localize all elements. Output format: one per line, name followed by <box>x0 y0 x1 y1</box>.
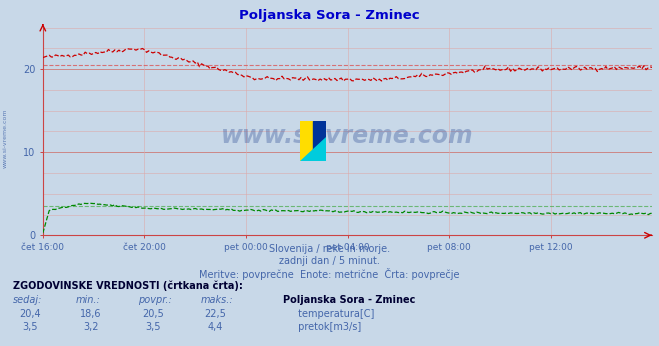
Text: Poljanska Sora - Zminec: Poljanska Sora - Zminec <box>239 9 420 22</box>
Text: min.:: min.: <box>76 295 101 305</box>
Text: 4,4: 4,4 <box>208 322 223 333</box>
Text: 3,2: 3,2 <box>83 322 99 333</box>
Text: sedaj:: sedaj: <box>13 295 43 305</box>
Text: maks.:: maks.: <box>201 295 234 305</box>
Polygon shape <box>313 121 326 161</box>
Text: pretok[m3/s]: pretok[m3/s] <box>295 322 362 333</box>
Text: ZGODOVINSKE VREDNOSTI (črtkana črta):: ZGODOVINSKE VREDNOSTI (črtkana črta): <box>13 281 243 291</box>
Text: Slovenija / reke in morje.: Slovenija / reke in morje. <box>269 244 390 254</box>
Polygon shape <box>300 121 313 161</box>
Text: 20,5: 20,5 <box>142 309 164 319</box>
Text: Poljanska Sora - Zminec: Poljanska Sora - Zminec <box>283 295 416 305</box>
Text: temperatura[C]: temperatura[C] <box>295 309 374 319</box>
Text: 3,5: 3,5 <box>22 322 38 333</box>
Text: povpr.:: povpr.: <box>138 295 172 305</box>
Text: 22,5: 22,5 <box>204 309 227 319</box>
Text: 20,4: 20,4 <box>19 309 40 319</box>
Text: zadnji dan / 5 minut.: zadnji dan / 5 minut. <box>279 256 380 266</box>
Text: www.si-vreme.com: www.si-vreme.com <box>221 124 474 148</box>
Text: www.si-vreme.com: www.si-vreme.com <box>3 109 8 168</box>
Text: 3,5: 3,5 <box>145 322 161 333</box>
Text: Meritve: povprečne  Enote: metrične  Črta: povprečje: Meritve: povprečne Enote: metrične Črta:… <box>199 268 460 280</box>
Polygon shape <box>300 137 326 161</box>
Text: 18,6: 18,6 <box>80 309 101 319</box>
